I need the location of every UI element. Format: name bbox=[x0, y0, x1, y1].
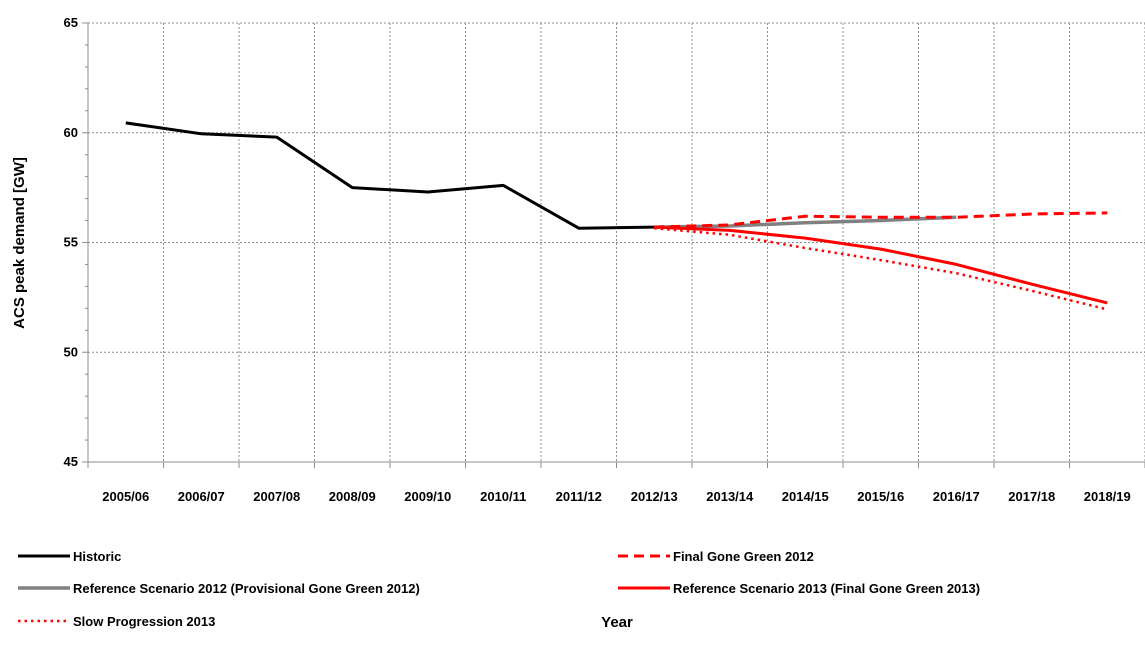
series-line-slow-progression-2013 bbox=[654, 226, 1108, 311]
legend-label: Reference Scenario 2013 (Final Gone Gree… bbox=[673, 581, 980, 596]
x-axis-title: Year bbox=[601, 614, 633, 631]
x-tick-label: 2005/06 bbox=[102, 489, 149, 504]
legend-label: Reference Scenario 2012 (Provisional Gon… bbox=[73, 581, 420, 596]
x-tick-label: 2018/19 bbox=[1084, 489, 1131, 504]
x-tick-label: 2015/16 bbox=[857, 489, 904, 504]
y-tick-label: 50 bbox=[64, 344, 78, 359]
x-tick-label: 2009/10 bbox=[404, 489, 451, 504]
y-tick-label: 60 bbox=[64, 125, 78, 140]
x-tick-label: 2013/14 bbox=[706, 489, 754, 504]
y-tick-labels: 45 50 55 60 65 bbox=[64, 15, 78, 469]
y-tick-label: 55 bbox=[64, 235, 78, 250]
x-tick-labels: 2005/06 2006/07 2007/08 2008/09 2009/10 2010/… bbox=[102, 489, 1131, 504]
x-tick-label: 2012/13 bbox=[631, 489, 678, 504]
axes bbox=[82, 22, 1145, 468]
series bbox=[125, 121, 1108, 311]
y-tick-label: 45 bbox=[64, 454, 78, 469]
x-tick-label: 2008/09 bbox=[329, 489, 376, 504]
x-tick-label: 2006/07 bbox=[178, 489, 225, 504]
legend-label: Slow Progression 2013 bbox=[73, 614, 215, 629]
legend-label: Final Gone Green 2012 bbox=[673, 549, 814, 564]
x-tick-label: 2007/08 bbox=[253, 489, 300, 504]
x-tick-label: 2017/18 bbox=[1008, 489, 1055, 504]
x-tick-label: 2014/15 bbox=[782, 489, 829, 504]
x-tick-label: 2010/11 bbox=[480, 489, 526, 504]
x-tick-label: 2016/17 bbox=[933, 489, 980, 504]
series-line-historic bbox=[125, 121, 655, 230]
y-tick-label: 65 bbox=[64, 15, 78, 30]
x-tick-label: 2011/12 bbox=[556, 489, 602, 504]
legend: Historic Final Gone Green 2012 Reference S… bbox=[18, 549, 980, 629]
legend-label: Historic bbox=[73, 549, 121, 564]
grid bbox=[88, 22, 1145, 462]
series-line-reference-scenario-2013-final-gone-green-2013 bbox=[654, 225, 1108, 305]
y-axis-title: ACS peak demand [GW] bbox=[11, 157, 28, 329]
series-line-final-gone-green-2012 bbox=[654, 211, 1108, 229]
